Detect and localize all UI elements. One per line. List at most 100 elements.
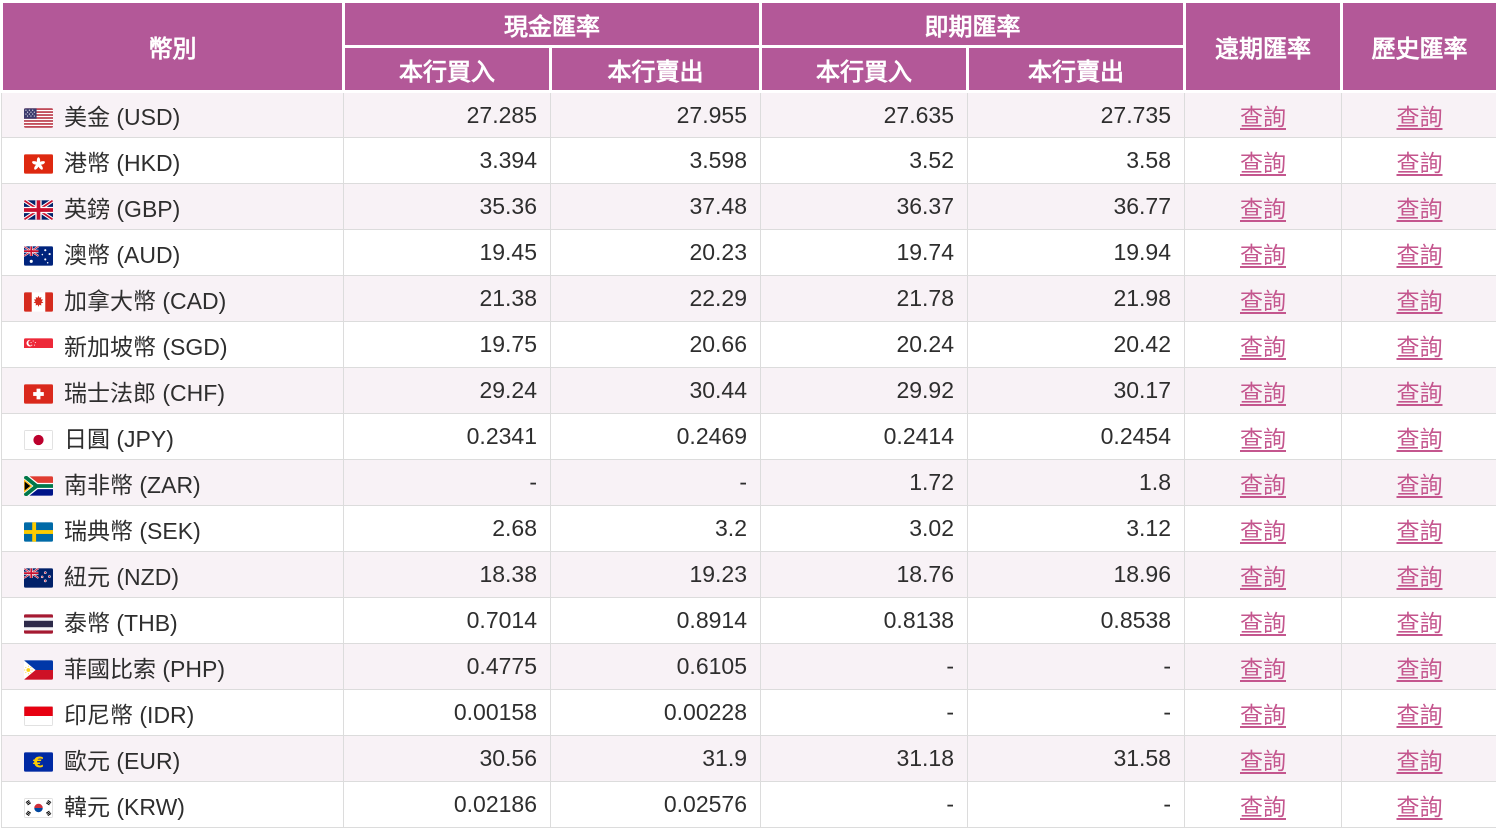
aud-flag-icon	[24, 245, 53, 266]
forward-query-link[interactable]: 查詢	[1240, 655, 1286, 682]
spot-buy-cell: 20.24	[760, 321, 968, 368]
cash-sell-cell: 19.23	[550, 551, 761, 598]
sgd-flag-icon	[24, 337, 53, 358]
cad-flag-icon	[24, 291, 53, 312]
forward-query-cell: 查詢	[1184, 275, 1342, 322]
forward-query-link[interactable]: 查詢	[1240, 563, 1286, 590]
history-query-link[interactable]: 查詢	[1396, 655, 1443, 682]
spot-buy-cell: 29.92	[760, 367, 968, 414]
forward-query-cell: 查詢	[1184, 413, 1342, 460]
forward-query-link[interactable]: 查詢	[1240, 471, 1286, 498]
cash-buy-cell: 0.4775	[343, 643, 551, 690]
nzd-flag-icon	[24, 567, 53, 588]
sek-flag-icon	[24, 521, 53, 542]
currency-cell: 紐元 (NZD)	[1, 551, 344, 598]
currency-cell: 日圓 (JPY)	[1, 413, 344, 460]
forward-query-cell: 查詢	[1184, 367, 1342, 414]
forward-query-link[interactable]: 查詢	[1240, 104, 1286, 130]
cash-sell-cell: 0.02576	[550, 781, 761, 828]
history-query-link[interactable]: 查詢	[1396, 149, 1443, 176]
history-query-link[interactable]: 查詢	[1396, 747, 1443, 774]
history-query-cell: 查詢	[1341, 689, 1496, 736]
forward-query-link[interactable]: 查詢	[1240, 609, 1286, 636]
currency-name: 泰幣 (THB)	[64, 609, 178, 636]
forward-query-cell: 查詢	[1184, 689, 1342, 736]
history-query-link[interactable]: 查詢	[1396, 241, 1443, 268]
forward-query-link[interactable]: 查詢	[1240, 241, 1286, 268]
table-row: 泰幣 (THB) 0.7014 0.8914 0.8138 0.8538 查詢 查詢	[1, 597, 1496, 644]
forward-query-link[interactable]: 查詢	[1240, 517, 1286, 544]
forward-query-link[interactable]: 查詢	[1240, 379, 1286, 406]
currency-cell: 英鎊 (GBP)	[1, 183, 344, 230]
cash-sell-cell: 20.66	[550, 321, 761, 368]
header-spot-group: 即期匯率	[759, 0, 1186, 48]
spot-sell-cell: 18.96	[967, 551, 1185, 598]
currency-name: 印尼幣 (IDR)	[64, 701, 195, 728]
table-row: 菲國比索 (PHP) 0.4775 0.6105- - 查詢 查詢	[1, 643, 1496, 690]
gbp-flag-icon	[24, 199, 53, 220]
history-query-link[interactable]: 查詢	[1396, 104, 1443, 130]
forward-query-link[interactable]: 查詢	[1240, 425, 1286, 452]
thb-flag-icon	[24, 613, 53, 634]
spot-sell-cell: -	[967, 781, 1185, 828]
forward-query-link[interactable]: 查詢	[1240, 747, 1286, 774]
currency-cell: 瑞士法郎 (CHF)	[1, 367, 344, 414]
spot-sell-cell: 27.735	[967, 91, 1185, 138]
history-query-link[interactable]: 查詢	[1396, 379, 1443, 406]
forward-query-cell: 查詢	[1184, 597, 1342, 644]
cash-sell-cell: -	[550, 459, 761, 506]
currency-name: 瑞士法郎 (CHF)	[64, 379, 225, 406]
forward-query-cell: 查詢	[1184, 321, 1342, 368]
table-row: 澳幣 (AUD) 19.45 20.23 19.74 19.94 查詢 查詢	[1, 229, 1496, 276]
history-query-link[interactable]: 查詢	[1396, 287, 1443, 314]
history-query-link[interactable]: 查詢	[1396, 793, 1443, 820]
history-query-link[interactable]: 查詢	[1396, 563, 1443, 590]
header-forward: 遠期匯率	[1183, 0, 1343, 93]
spot-sell-cell: 19.94	[967, 229, 1185, 276]
usd-flag-icon	[24, 108, 53, 128]
table-row: 瑞士法郎 (CHF) 29.24 30.44 29.92 30.17 查詢 查詢	[1, 367, 1496, 414]
forward-query-link[interactable]: 查詢	[1240, 195, 1286, 222]
spot-buy-cell: 3.52	[760, 137, 968, 184]
history-query-link[interactable]: 查詢	[1396, 471, 1443, 498]
history-query-cell: 查詢	[1341, 735, 1496, 782]
forward-query-link[interactable]: 查詢	[1240, 287, 1286, 314]
history-query-link[interactable]: 查詢	[1396, 701, 1443, 728]
history-query-link[interactable]: 查詢	[1396, 195, 1443, 222]
spot-sell-cell: 36.77	[967, 183, 1185, 230]
cash-sell-cell: 37.48	[550, 183, 761, 230]
cash-sell-cell: 3.2	[550, 505, 761, 552]
history-query-cell: 查詢	[1341, 459, 1496, 506]
cash-buy-cell: 21.38	[343, 275, 551, 322]
history-query-link[interactable]: 查詢	[1396, 425, 1443, 452]
spot-buy-cell: -	[760, 643, 968, 690]
currency-cell: 澳幣 (AUD)	[1, 229, 344, 276]
spot-buy-cell: 3.02	[760, 505, 968, 552]
currency-cell: 泰幣 (THB)	[1, 597, 344, 644]
header-cash-sell: 本行賣出	[549, 45, 762, 93]
table-row: 韓元 (KRW) 0.02186 0.02576- - 查詢 查詢	[1, 781, 1496, 828]
forward-query-link[interactable]: 查詢	[1240, 149, 1286, 176]
currency-name: 新加坡幣 (SGD)	[64, 333, 228, 360]
spot-buy-cell: 19.74	[760, 229, 968, 276]
zar-flag-icon	[24, 475, 53, 496]
history-query-link[interactable]: 查詢	[1396, 517, 1443, 544]
cash-sell-cell: 0.8914	[550, 597, 761, 644]
chf-flag-icon	[24, 383, 53, 404]
currency-name: 日圓 (JPY)	[64, 425, 174, 452]
eur-flag-icon: €	[24, 751, 53, 772]
cash-sell-cell: 0.6105	[550, 643, 761, 690]
history-query-link[interactable]: 查詢	[1396, 333, 1443, 360]
cash-buy-cell: 29.24	[343, 367, 551, 414]
cash-sell-cell: 27.955	[550, 91, 761, 138]
forward-query-link[interactable]: 查詢	[1240, 793, 1286, 820]
forward-query-link[interactable]: 查詢	[1240, 333, 1286, 360]
spot-sell-cell: 20.42	[967, 321, 1185, 368]
idr-flag-icon	[24, 705, 53, 726]
cash-buy-cell: 0.7014	[343, 597, 551, 644]
forward-query-link[interactable]: 查詢	[1240, 701, 1286, 728]
header-spot-buy: 本行買入	[759, 45, 969, 93]
currency-name: 澳幣 (AUD)	[64, 241, 181, 268]
history-query-link[interactable]: 查詢	[1396, 609, 1443, 636]
spot-sell-cell: 30.17	[967, 367, 1185, 414]
